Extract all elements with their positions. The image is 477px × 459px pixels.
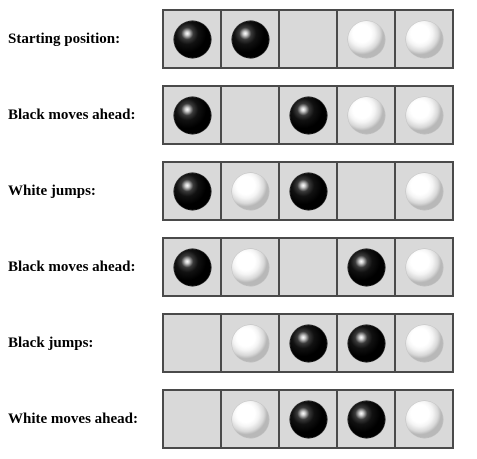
board-cell [396, 391, 452, 447]
white-piece [405, 248, 443, 286]
black-piece [173, 20, 211, 58]
board-cell [338, 11, 396, 67]
game-board [162, 85, 454, 145]
white-piece [405, 96, 443, 134]
black-piece [347, 324, 385, 362]
board-cell [222, 11, 280, 67]
board-cell [222, 163, 280, 219]
white-piece [405, 20, 443, 58]
step-row: Starting position: [0, 9, 477, 69]
black-piece [347, 400, 385, 438]
board-cell [164, 87, 222, 143]
white-piece [231, 324, 269, 362]
white-piece [347, 20, 385, 58]
step-row: White moves ahead: [0, 389, 477, 449]
white-piece [347, 96, 385, 134]
game-board [162, 9, 454, 69]
black-piece [289, 400, 327, 438]
board-cell [280, 87, 338, 143]
board-cell [338, 87, 396, 143]
board-cell [338, 239, 396, 295]
black-piece [173, 248, 211, 286]
board-cell [338, 315, 396, 371]
white-piece [405, 324, 443, 362]
board-cell [164, 239, 222, 295]
black-piece [289, 172, 327, 210]
board-cell [396, 163, 452, 219]
step-row: Black jumps: [0, 313, 477, 373]
board-cell [396, 315, 452, 371]
white-piece [405, 172, 443, 210]
game-board [162, 313, 454, 373]
white-piece [231, 400, 269, 438]
step-row: White jumps: [0, 161, 477, 221]
game-board [162, 237, 454, 297]
board-cell [280, 239, 338, 295]
black-piece [347, 248, 385, 286]
white-piece [231, 248, 269, 286]
step-label: Starting position: [8, 31, 121, 47]
black-piece [289, 324, 327, 362]
board-cell [396, 11, 452, 67]
step-label: Black moves ahead: [8, 259, 136, 275]
step-label: Black moves ahead: [8, 107, 136, 123]
board-cell [222, 239, 280, 295]
board-cell [164, 315, 222, 371]
game-board [162, 161, 454, 221]
board-cell [280, 391, 338, 447]
black-piece [289, 96, 327, 134]
white-piece [405, 400, 443, 438]
board-cell [280, 11, 338, 67]
board-cell [222, 391, 280, 447]
board-cell [164, 11, 222, 67]
step-row: Black moves ahead: [0, 237, 477, 297]
board-cell [396, 239, 452, 295]
step-label: Black jumps: [8, 335, 94, 351]
step-label: White moves ahead: [8, 411, 138, 427]
white-piece [231, 172, 269, 210]
step-label: White jumps: [8, 183, 96, 199]
board-cell [280, 163, 338, 219]
board-cell [164, 163, 222, 219]
board-cell [280, 315, 338, 371]
board-cell [396, 87, 452, 143]
black-piece [173, 172, 211, 210]
game-board [162, 389, 454, 449]
board-cell [338, 163, 396, 219]
board-cell [164, 391, 222, 447]
board-cell [222, 315, 280, 371]
step-row: Black moves ahead: [0, 85, 477, 145]
board-cell [222, 87, 280, 143]
black-piece [173, 96, 211, 134]
black-piece [231, 20, 269, 58]
board-cell [338, 391, 396, 447]
